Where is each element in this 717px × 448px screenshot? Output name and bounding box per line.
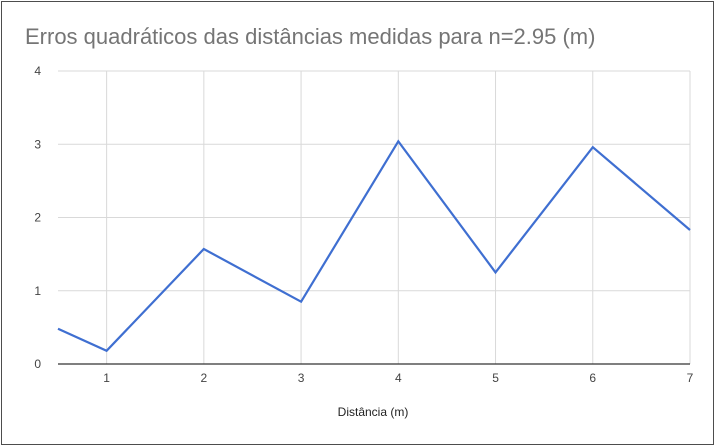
x-tick-label-6: 7 bbox=[687, 371, 694, 385]
x-axis-title: Distância (m) bbox=[338, 405, 409, 419]
x-tick-label-0: 1 bbox=[103, 371, 110, 385]
x-tick-label-1: 2 bbox=[201, 371, 208, 385]
y-tick-label-4: 4 bbox=[34, 64, 41, 78]
tick-labels: 0 1 2 3 4 1 2 3 4 5 6 7 bbox=[34, 64, 693, 385]
x-tick-label-4: 5 bbox=[492, 371, 499, 385]
y-tick-label-2: 2 bbox=[34, 211, 41, 225]
series-line-0 bbox=[57, 139, 691, 353]
x-tick-label-2: 3 bbox=[298, 371, 305, 385]
y-tick-label-0: 0 bbox=[34, 357, 41, 371]
y-tick-label-1: 1 bbox=[34, 284, 41, 298]
x-tick-label-5: 6 bbox=[589, 371, 596, 385]
series-layer bbox=[57, 139, 691, 353]
x-tick-label-3: 4 bbox=[395, 371, 402, 385]
chart-title: Erros quadráticos das distâncias medidas… bbox=[25, 24, 596, 49]
gridlines bbox=[58, 70, 691, 364]
y-tick-label-3: 3 bbox=[34, 137, 41, 151]
